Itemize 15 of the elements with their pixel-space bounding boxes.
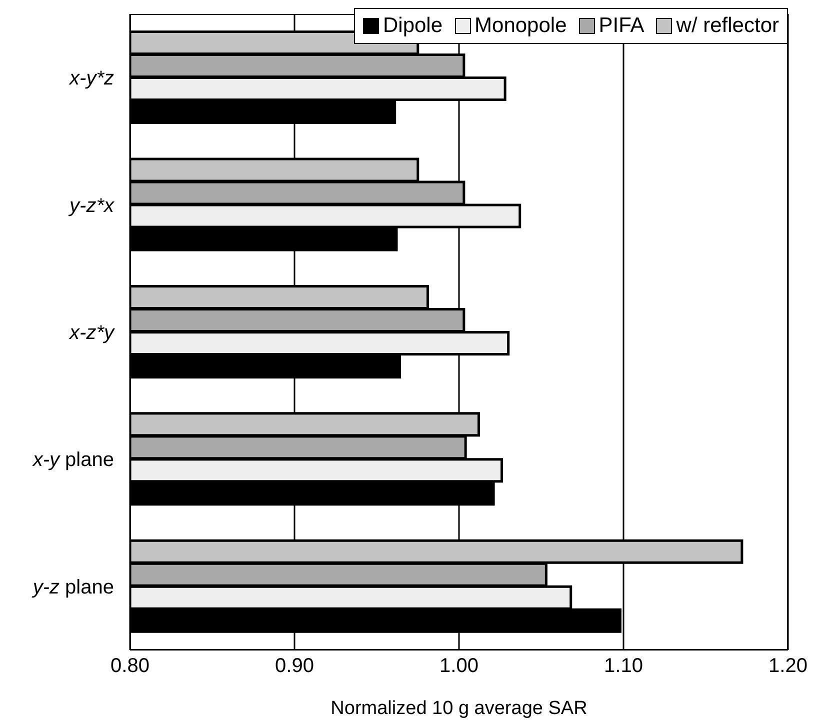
x-tick-label: 1.10 [604, 655, 643, 678]
legend-label: PIFA [598, 14, 644, 38]
legend-label: Dipole [382, 14, 443, 38]
x-tick-label: 0.80 [110, 655, 150, 678]
y-tick-label: y-z*x [68, 194, 115, 217]
y-tick-label: x-y*z [68, 68, 114, 90]
x-axis-title: Normalized 10 g average SAR [330, 698, 588, 719]
y-tick-label: x-y plane [32, 449, 114, 472]
legend-label: w/ reflector [676, 14, 779, 38]
y-tick-label: x-z*y [68, 322, 115, 344]
legend-label: Monopole [474, 14, 567, 38]
x-tick-label: 1.00 [440, 655, 478, 678]
x-tick-label: 1.20 [768, 655, 808, 678]
x-tick-label: 0.90 [275, 655, 314, 678]
y-tick-label: y-z plane [30, 576, 114, 598]
